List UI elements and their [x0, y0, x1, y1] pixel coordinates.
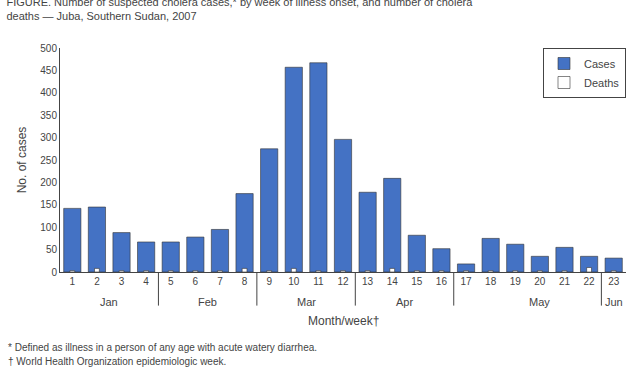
svg-text:50: 50: [46, 244, 58, 255]
svg-text:23: 23: [608, 276, 620, 287]
svg-text:5: 5: [168, 276, 174, 287]
svg-text:7: 7: [217, 276, 223, 287]
svg-text:17: 17: [460, 276, 472, 287]
svg-text:† World Health Organization ep: † World Health Organization epidemiologi…: [8, 356, 226, 367]
svg-text:May: May: [529, 296, 550, 308]
svg-text:1: 1: [70, 276, 76, 287]
svg-text:450: 450: [40, 65, 57, 76]
svg-text:250: 250: [40, 155, 57, 166]
svg-text:Jan: Jan: [100, 296, 118, 308]
svg-text:Cases: Cases: [584, 58, 616, 70]
svg-text:18: 18: [485, 276, 497, 287]
svg-text:20: 20: [534, 276, 546, 287]
svg-text:12: 12: [337, 276, 349, 287]
svg-text:10: 10: [288, 276, 300, 287]
svg-text:6: 6: [193, 276, 199, 287]
svg-text:Apr: Apr: [396, 296, 413, 308]
svg-text:8: 8: [242, 276, 248, 287]
svg-text:22: 22: [584, 276, 596, 287]
svg-text:11: 11: [313, 276, 324, 287]
svg-text:Month/week†: Month/week†: [308, 314, 379, 328]
svg-text:Feb: Feb: [198, 296, 217, 308]
svg-text:9: 9: [266, 276, 272, 287]
svg-text:16: 16: [436, 276, 448, 287]
svg-text:500: 500: [40, 43, 57, 54]
svg-text:14: 14: [387, 276, 399, 287]
svg-text:2: 2: [94, 276, 100, 287]
svg-text:3: 3: [119, 276, 125, 287]
svg-text:100: 100: [40, 222, 57, 233]
svg-text:200: 200: [40, 177, 57, 188]
svg-text:15: 15: [411, 276, 423, 287]
svg-text:4: 4: [143, 276, 149, 287]
svg-text:300: 300: [40, 132, 57, 143]
svg-text:150: 150: [40, 199, 57, 210]
svg-text:No. of cases: No. of cases: [15, 127, 29, 194]
svg-text:Deaths: Deaths: [584, 77, 619, 89]
svg-text:350: 350: [40, 110, 57, 121]
svg-text:FIGURE. Number of suspected ch: FIGURE. Number of suspected cholera case…: [6, 0, 473, 22]
svg-text:400: 400: [40, 87, 57, 98]
svg-text:19: 19: [510, 276, 522, 287]
svg-text:0: 0: [51, 267, 57, 278]
svg-text:Jun: Jun: [605, 296, 623, 308]
svg-text:Mar: Mar: [297, 296, 316, 308]
svg-text:* Defined as illness in a pers: * Defined as illness in a person of any …: [8, 342, 317, 353]
svg-text:13: 13: [362, 276, 374, 287]
svg-text:21: 21: [559, 276, 571, 287]
